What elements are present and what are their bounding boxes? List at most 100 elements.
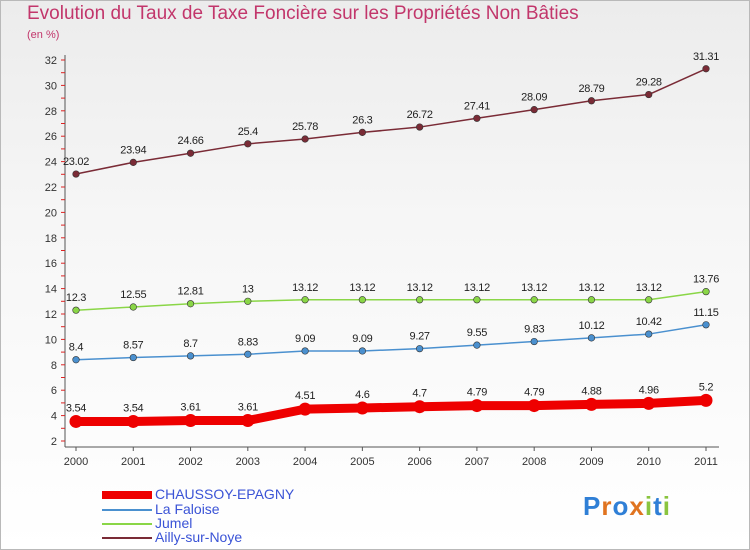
logo-letter: t	[653, 491, 663, 521]
x-tick-label: 2001	[121, 456, 145, 468]
x-tick-label: 2000	[64, 456, 88, 468]
data-point-la-faloise	[702, 321, 710, 329]
data-label-ailly-sur-noye: 24.66	[178, 135, 204, 147]
data-point-jumel	[587, 296, 596, 304]
data-point-jumel	[530, 296, 538, 304]
data-point-chaussoy-epagny	[69, 414, 83, 428]
data-label-la-faloise: 10.42	[636, 316, 662, 328]
series-points	[69, 65, 713, 428]
y-tick-label: 16	[45, 258, 57, 270]
data-label-ailly-sur-noye: 26.72	[407, 109, 433, 121]
y-tick-label: 28	[45, 106, 57, 118]
data-point-chaussoy-epagny	[126, 414, 140, 428]
data-label-chaussoy-epagny: 3.61	[238, 402, 258, 414]
data-point-la-faloise	[186, 352, 195, 360]
legend-item-jumel: Jumel	[102, 515, 402, 531]
data-point-jumel	[416, 296, 424, 304]
data-point-chaussoy-epagny	[413, 400, 427, 414]
data-point-ailly-sur-noye	[72, 170, 80, 178]
x-tick-label: 2009	[579, 456, 603, 468]
legend-label-jumel: Jumel	[155, 515, 193, 531]
data-point-ailly-sur-noye	[530, 106, 538, 114]
data-label-chaussoy-epagny: 4.7	[412, 388, 427, 400]
data-point-ailly-sur-noye	[244, 140, 252, 148]
data-point-la-faloise	[72, 356, 80, 364]
data-label-jumel: 13.12	[636, 282, 662, 294]
data-label-jumel: 13.12	[464, 282, 490, 294]
series-line-jumel	[75, 290, 707, 311]
x-tick-label: 2007	[465, 456, 489, 468]
data-label-chaussoy-epagny: 4.6	[355, 389, 370, 401]
data-point-ailly-sur-noye	[301, 135, 309, 143]
data-label-la-faloise: 8.7	[183, 338, 198, 350]
legend-label-ailly-sur-noye: Ailly-sur-Noye	[155, 529, 243, 545]
data-point-chaussoy-epagny	[699, 393, 713, 407]
data-label-jumel: 12.81	[178, 286, 204, 298]
data-point-jumel	[645, 296, 653, 304]
data-point-jumel	[358, 296, 366, 304]
chart-title: Evolution du Taux de Taxe Foncière sur l…	[27, 3, 579, 24]
y-tick-label: 14	[45, 284, 57, 296]
data-point-la-faloise	[416, 345, 424, 353]
logo-letter: o	[612, 491, 630, 521]
data-point-chaussoy-epagny	[470, 399, 484, 413]
data-label-ailly-sur-noye: 28.79	[578, 83, 604, 95]
y-tick-label: 24	[45, 157, 57, 169]
legend-label-chaussoy-epagny: CHAUSSOY-EPAGNY	[155, 486, 295, 502]
logo-letter: x	[629, 491, 645, 521]
data-label-jumel: 13.76	[693, 274, 719, 286]
logo-letter: i	[662, 491, 671, 521]
data-label-ailly-sur-noye: 29.28	[636, 77, 662, 89]
data-label-chaussoy-epagny: 4.88	[581, 385, 601, 397]
data-point-la-faloise	[530, 337, 538, 346]
data-label-la-faloise: 10.12	[578, 320, 604, 332]
x-tick-label: 2002	[178, 456, 202, 468]
data-label-ailly-sur-noye: 25.78	[292, 121, 318, 133]
data-label-la-faloise: 8.4	[69, 342, 84, 354]
x-tick-label: 2010	[636, 456, 660, 468]
y-tick-label: 32	[45, 55, 57, 67]
data-label-ailly-sur-noye: 31.31	[693, 51, 719, 63]
logo-letter: i	[644, 491, 654, 521]
data-point-ailly-sur-noye	[129, 158, 137, 166]
data-point-ailly-sur-noye	[358, 128, 366, 136]
legend-swatch-chaussoy-epagny	[102, 491, 152, 499]
y-tick-label: 6	[51, 385, 57, 397]
data-label-chaussoy-epagny: 4.79	[467, 387, 487, 399]
data-label-jumel: 12.3	[66, 292, 86, 304]
logo-letter: r	[601, 491, 613, 521]
y-tick-label: 18	[45, 233, 57, 245]
data-label-chaussoy-epagny: 4.96	[639, 384, 659, 396]
data-label-ailly-sur-noye: 23.02	[63, 156, 89, 168]
legend-swatch-la-faloise	[102, 509, 152, 511]
data-label-la-faloise: 9.09	[352, 333, 372, 345]
data-point-ailly-sur-noye	[587, 97, 596, 105]
data-label-la-faloise: 9.27	[410, 331, 430, 343]
data-label-jumel: 13.12	[578, 282, 604, 294]
y-tick-label: 30	[45, 80, 57, 92]
data-point-chaussoy-epagny	[184, 414, 198, 428]
legend-swatch-ailly-sur-noye	[102, 537, 152, 539]
data-point-chaussoy-epagny	[584, 397, 598, 411]
data-point-la-faloise	[129, 353, 137, 362]
series-line-la-faloise	[75, 324, 707, 361]
data-label-la-faloise: 11.15	[693, 307, 718, 319]
data-point-jumel	[301, 296, 309, 304]
data-label-chaussoy-epagny: 3.54	[66, 402, 86, 414]
data-label-ailly-sur-noye: 23.94	[120, 144, 146, 156]
data-label-ailly-sur-noye: 25.4	[238, 126, 258, 138]
y-tick-label: 2	[51, 436, 57, 448]
data-label-ailly-sur-noye: 28.09	[521, 92, 547, 104]
x-tick-label: 2008	[522, 456, 546, 468]
data-label-la-faloise: 9.83	[524, 324, 544, 336]
y-tick-label: 26	[45, 131, 57, 143]
data-label-ailly-sur-noye: 26.3	[352, 114, 372, 126]
y-tick-label: 4	[51, 411, 57, 423]
x-tick-label: 2004	[293, 456, 317, 468]
data-point-la-faloise	[645, 330, 653, 338]
data-label-la-faloise: 9.09	[295, 333, 315, 345]
data-label-chaussoy-epagny: 5.2	[699, 381, 714, 393]
x-tick-label: 2005	[350, 456, 374, 468]
